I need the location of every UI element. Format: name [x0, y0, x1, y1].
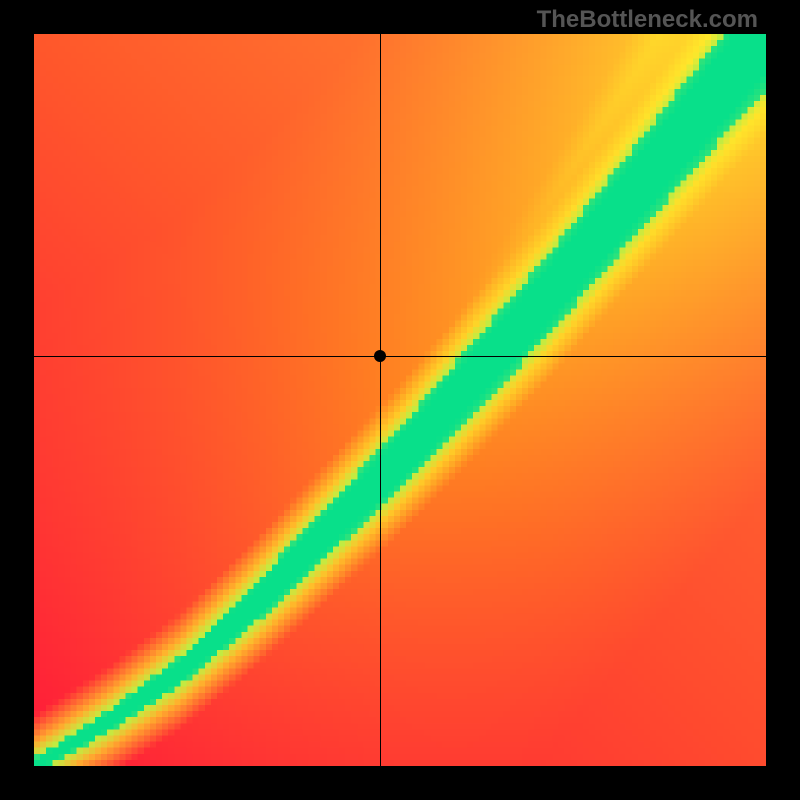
crosshair-horizontal: [34, 356, 766, 357]
watermark-text: TheBottleneck.com: [537, 6, 758, 34]
bottleneck-heatmap: [34, 34, 766, 766]
chart-container: TheBottleneck.com: [0, 0, 800, 800]
frame-left: [0, 0, 34, 800]
crosshair-vertical: [380, 34, 381, 766]
frame-right: [766, 0, 800, 800]
frame-bottom: [0, 766, 800, 800]
